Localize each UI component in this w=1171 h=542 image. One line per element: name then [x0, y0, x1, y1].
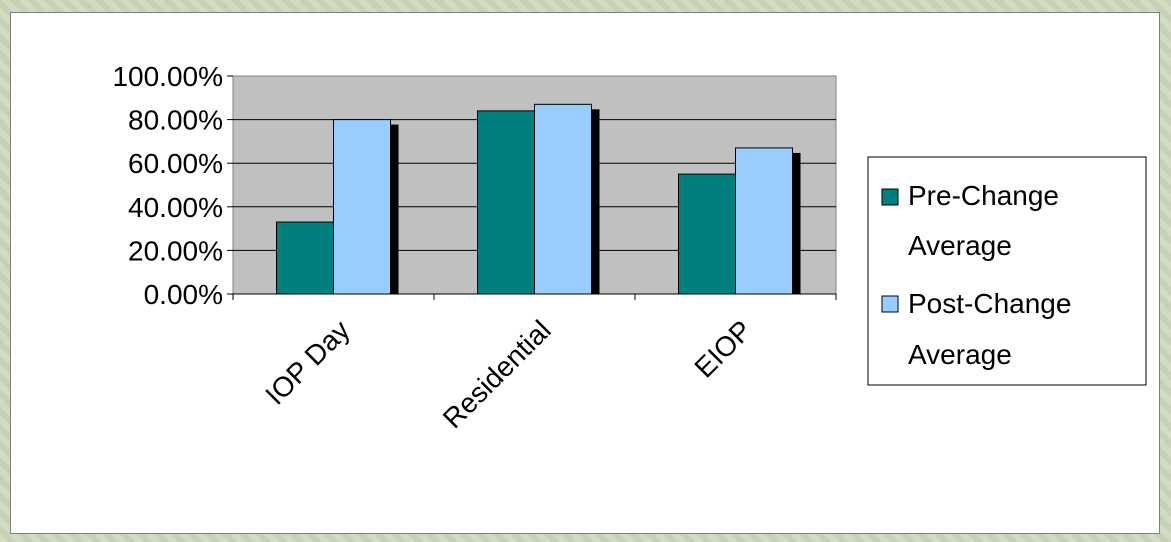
legend-label-post-line2: Average: [908, 339, 1012, 370]
legend-swatch-post: [881, 295, 899, 313]
legend-label-post-line1: Post-Change: [908, 288, 1071, 319]
y-tick-label: 80.00%: [128, 105, 223, 136]
x-tick-label: IOP Day: [259, 314, 355, 410]
bar-shadow: [792, 152, 801, 294]
legend-box: [867, 156, 1147, 386]
legend-swatch-pre: [881, 188, 899, 206]
bar-shadow: [390, 124, 399, 294]
bar-chart: 0.00% 20.00% 40.00% 60.00% 80.00% 100.00% IOP…: [112, 61, 1147, 434]
legend-label-pre-line2: Average: [908, 230, 1012, 261]
y-tick-label: 100.00%: [112, 61, 223, 92]
legend: Pre-Change Average Post-Change Average: [867, 156, 1147, 386]
bar-post: [534, 103, 592, 295]
bar-pre: [477, 110, 535, 295]
x-tick-label: Residential: [437, 314, 557, 434]
chart-panel: 0.00% 20.00% 40.00% 60.00% 80.00% 100.00% IOP…: [10, 12, 1160, 534]
legend-label-pre-line1: Pre-Change: [908, 180, 1059, 211]
y-tick-label: 20.00%: [128, 235, 223, 266]
bar-pre: [276, 221, 334, 295]
x-tick-label: EIOP: [689, 314, 758, 383]
y-tick-label: 60.00%: [128, 148, 223, 179]
bar-post: [333, 119, 391, 295]
bar-shadow: [591, 109, 600, 294]
x-axis-ticks: IOP Day Residential EIOP: [232, 294, 837, 434]
y-tick-label: 40.00%: [128, 192, 223, 223]
y-tick-label: 0.00%: [144, 279, 223, 310]
bar-post: [735, 147, 793, 295]
y-axis-ticks: 0.00% 20.00% 40.00% 60.00% 80.00% 100.00%: [112, 61, 233, 310]
bars: [276, 103, 801, 295]
bar-pre: [678, 173, 736, 295]
